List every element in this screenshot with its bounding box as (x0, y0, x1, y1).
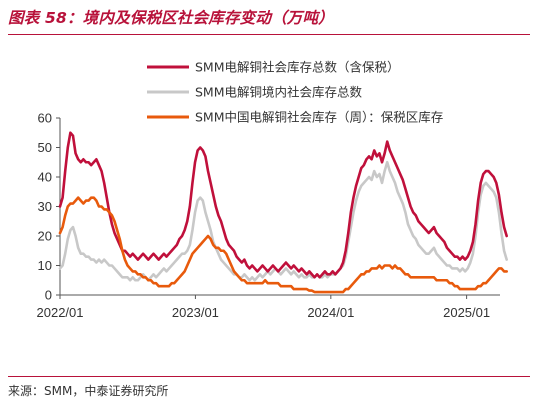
x-tick-label: 2022/01 (37, 305, 84, 320)
legend: SMM电解铜社会库存总数（含保税） SMM电解铜境内社会库存总数 SMM中国电解铜社… (147, 60, 443, 125)
x-tick-label: 2025/01 (443, 305, 490, 320)
series-line-bonded (58, 196, 508, 294)
legend-label: SMM中国电解铜社会库存（周）：保税区库存 (195, 110, 443, 125)
y-tick-label: 40 (38, 170, 52, 185)
y-tick-label: 50 (38, 140, 52, 155)
y-tick-label: 10 (38, 258, 52, 273)
legend-label: SMM电解铜境内社会库存总数 (195, 85, 363, 100)
line-chart: 0 10 20 30 40 50 60 2022/01 2023/01 2024/01 2025/0… (37, 60, 508, 320)
y-tick-label: 60 (38, 111, 52, 126)
series-line-domestic (58, 160, 508, 282)
y-tick-label: 20 (38, 229, 52, 244)
source-note: 来源：SMM，中泰证券研究所 (8, 384, 169, 398)
source-rule (8, 376, 530, 377)
figure-title: 图表 58：境内及保税区社会库存变动（万吨） (8, 9, 334, 27)
axes: 0 10 20 30 40 50 60 2022/01 2023/01 2024/01 2025/0… (37, 111, 500, 320)
series-lines (58, 131, 508, 294)
y-tick-label: 30 (38, 199, 52, 214)
x-tick-label: 2023/01 (172, 305, 219, 320)
series-line-total (58, 131, 508, 279)
y-tick-label: 0 (45, 288, 52, 303)
legend-label: SMM电解铜社会库存总数（含保税） (195, 60, 400, 75)
x-tick-label: 2024/01 (307, 305, 354, 320)
title-rule (8, 34, 530, 35)
